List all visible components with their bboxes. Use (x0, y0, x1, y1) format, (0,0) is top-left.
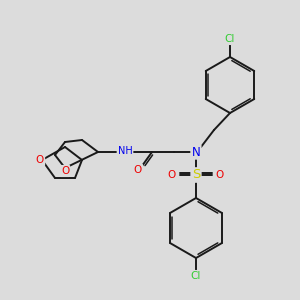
Text: O: O (168, 170, 176, 180)
Text: O: O (61, 166, 69, 176)
Text: NH: NH (118, 146, 132, 156)
Text: Cl: Cl (225, 34, 235, 44)
Text: O: O (36, 155, 44, 165)
Text: O: O (134, 165, 142, 175)
Text: Cl: Cl (191, 271, 201, 281)
Text: O: O (216, 170, 224, 180)
Text: N: N (192, 146, 200, 158)
Text: S: S (192, 169, 200, 182)
